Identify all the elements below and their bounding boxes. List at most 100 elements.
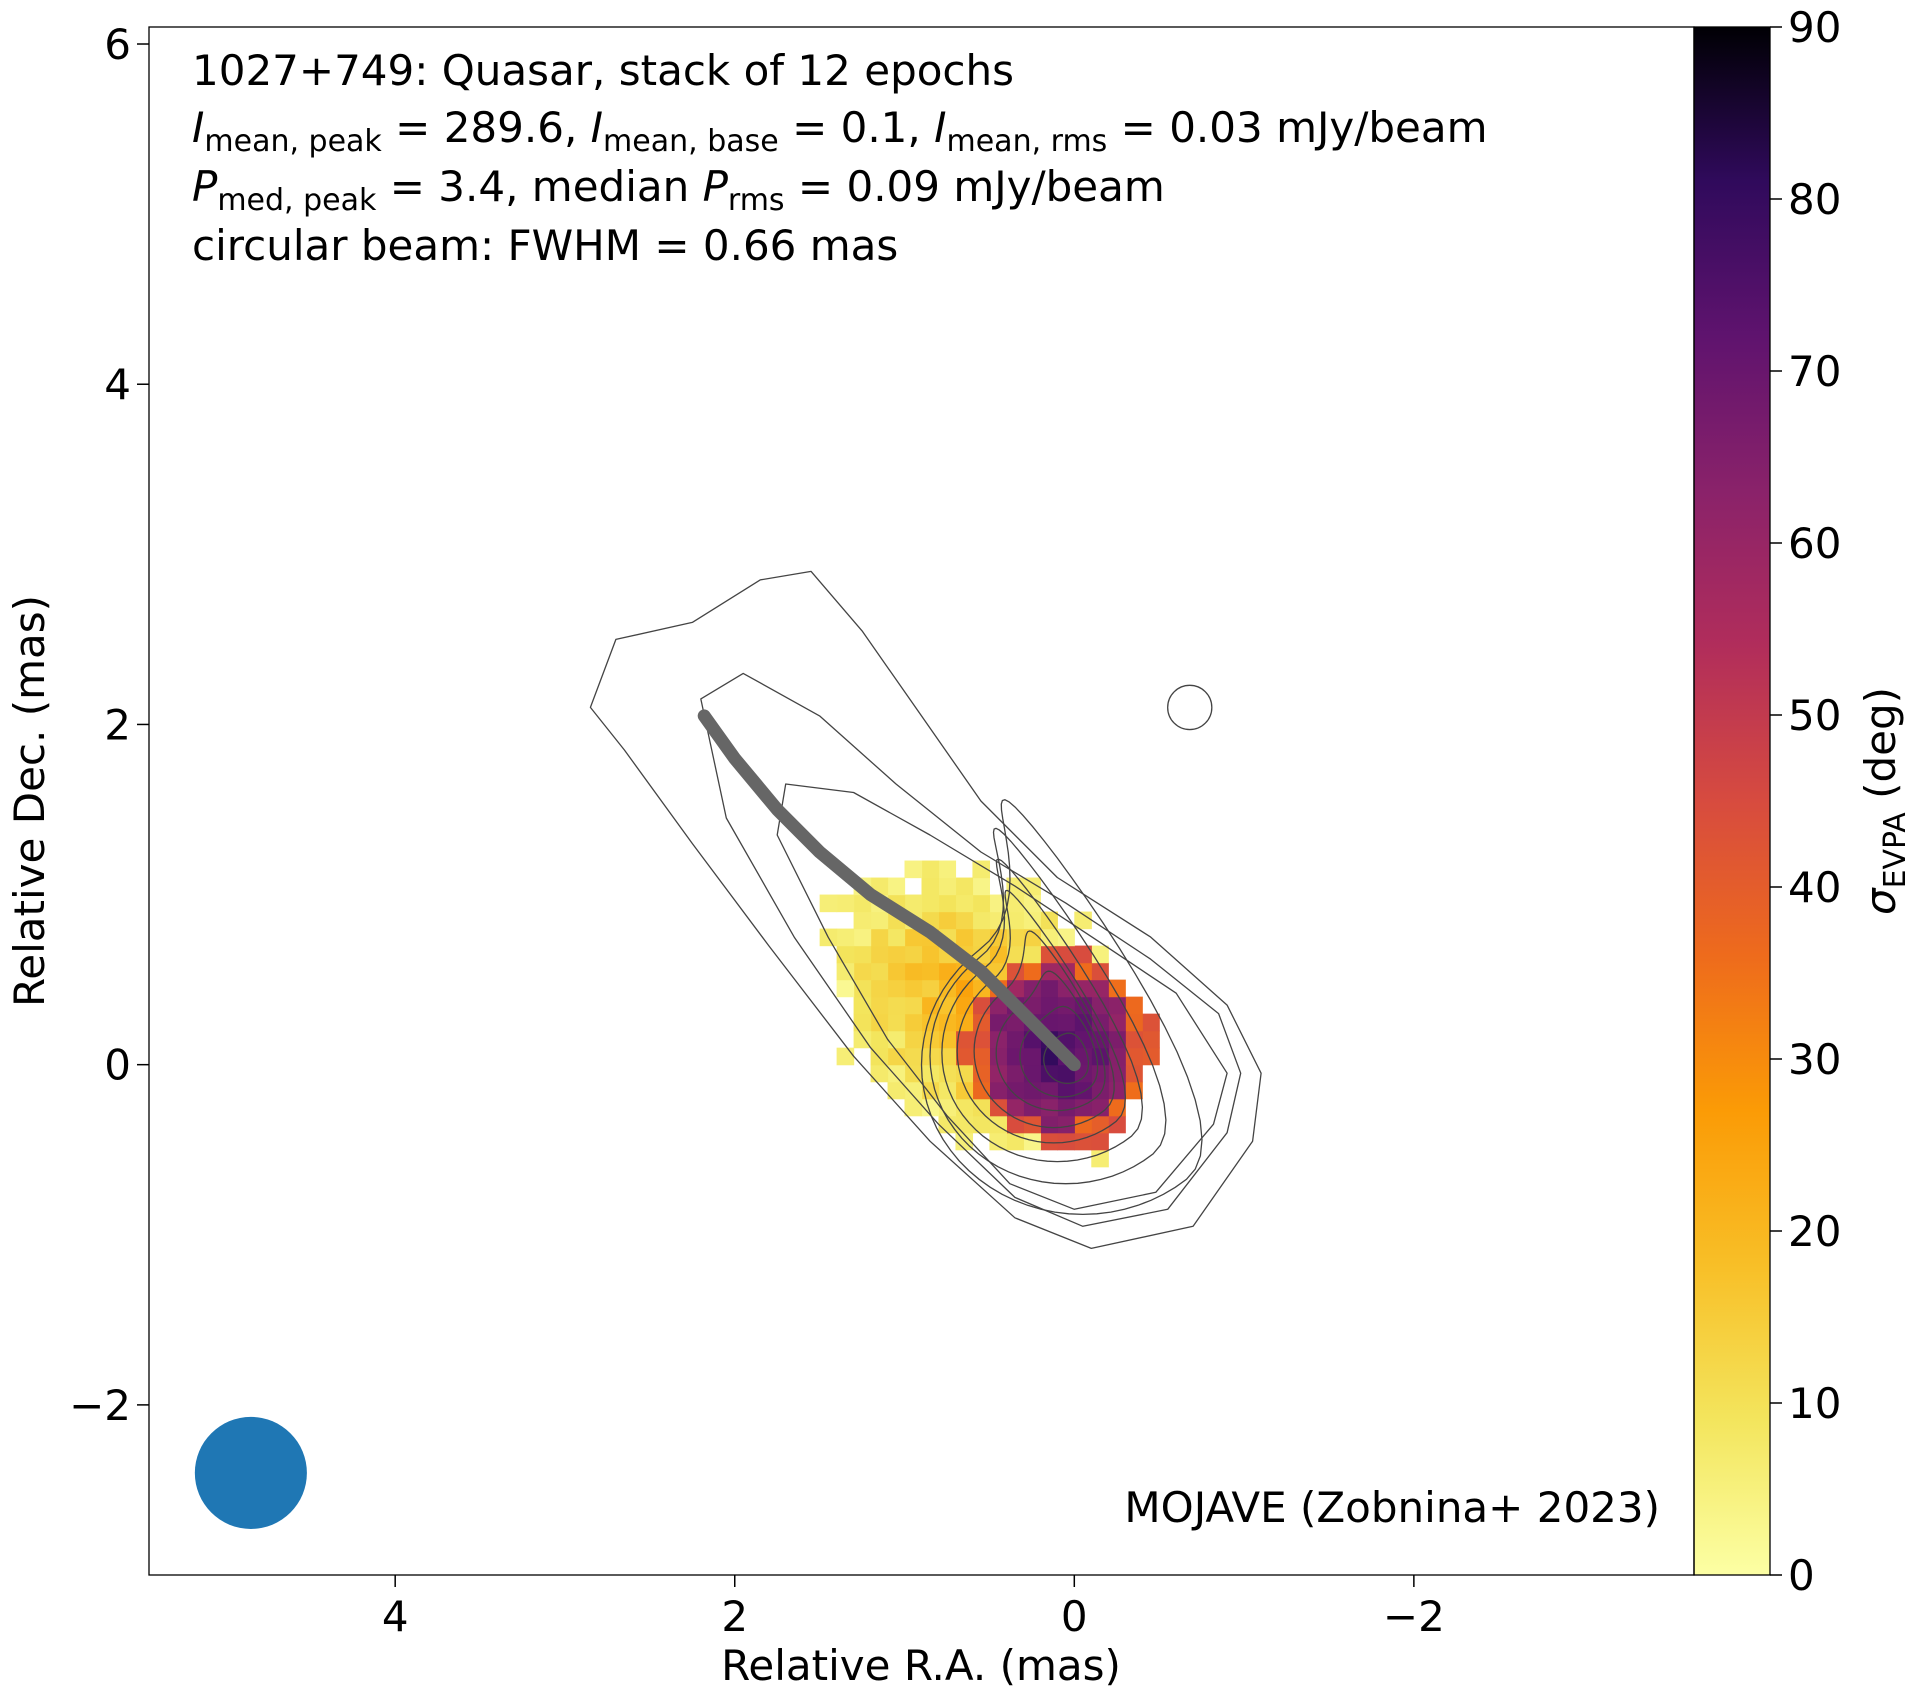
heatmap-pixel [921, 945, 940, 964]
heatmap-pixel [921, 1098, 940, 1117]
colorbar-tick-label: 90 [1788, 3, 1841, 52]
colorbar-ticks: 0 10 20 30 40 50 60 70 80 90 [1770, 3, 1841, 1600]
heatmap-pixel [1006, 962, 1024, 981]
heatmap-pixel [1091, 1115, 1109, 1134]
heatmap-pixel [1006, 1064, 1024, 1083]
heatmap-pixel [870, 1030, 889, 1049]
heatmap-pixel [1091, 1149, 1109, 1168]
heatmap-pixel [1023, 1081, 1041, 1100]
heatmap-pixel [1006, 1081, 1024, 1100]
heatmap-pixel [938, 962, 957, 981]
contour-outer [589, 570, 1262, 1250]
heatmap-pixel [836, 945, 855, 964]
title-line-4: circular beam: FWHM = 0.66 mas [192, 221, 898, 270]
heatmap-pixel [989, 1013, 1007, 1032]
heatmap-pixel [1023, 894, 1041, 913]
heatmap-pixel [1057, 1115, 1075, 1134]
contour-level [929, 827, 1167, 1185]
heatmap-pixel [836, 962, 855, 981]
heatmap-pixel [938, 877, 957, 896]
heatmap-pixel [972, 894, 991, 913]
heatmap-pixel [870, 945, 889, 964]
heatmap-pixel [972, 928, 991, 947]
heatmap-pixel [921, 860, 940, 879]
heatmap-pixel [1040, 945, 1058, 964]
heatmap-pixel [836, 1047, 855, 1066]
heatmap-pixel [1023, 962, 1041, 981]
heatmap-pixel [1074, 979, 1092, 998]
heatmap-pixel [853, 928, 872, 947]
heatmap-pixel [887, 1013, 906, 1032]
colorbar-tick-label: 30 [1788, 1035, 1841, 1084]
heatmap-pixel [853, 979, 872, 998]
heatmap-pixel [955, 1030, 974, 1049]
heatmap-pixel [1040, 1098, 1058, 1117]
heatmap-pixel [1125, 1030, 1143, 1049]
heatmap-pixel [1057, 1081, 1075, 1100]
heatmap-pixel [955, 1013, 974, 1032]
heatmap-pixel [1108, 979, 1126, 998]
heatmap-pixel [938, 911, 957, 930]
heatmap-pixel [904, 962, 923, 981]
ridgeline-path [697, 709, 1081, 1072]
heatmap-pixel [1091, 979, 1109, 998]
heatmap-pixel [1125, 1064, 1143, 1083]
axis-ticks: 4 2 0 −2 −2 0 2 4 6 [69, 20, 1445, 1641]
heatmap-pixel [1108, 1030, 1126, 1049]
contour-level [956, 889, 1127, 1144]
heatmap-pixel [1108, 1081, 1126, 1100]
heatmap-pixel [1091, 996, 1109, 1015]
heatmap-pixel [938, 894, 957, 913]
heatmap-pixel [921, 1081, 940, 1100]
heatmap-pixel [887, 962, 906, 981]
heatmap-pixel [887, 996, 906, 1015]
contour-level [920, 798, 1203, 1216]
x-tick-label: 0 [1061, 1592, 1088, 1641]
heatmap-pixel [870, 962, 889, 981]
heatmap-pixel [1040, 979, 1058, 998]
heatmap-pixel [1074, 1030, 1092, 1049]
x-tick-label: 2 [721, 1592, 748, 1641]
heatmap-pixel [887, 1081, 906, 1100]
heatmap-pixel [1057, 1098, 1075, 1117]
heatmap-pixel [972, 996, 991, 1015]
heatmap-pixel [1091, 1064, 1109, 1083]
colorbar-tick-label: 0 [1788, 1551, 1815, 1600]
heatmap-pixel [972, 1115, 991, 1134]
y-axis-label: Relative Dec. (mas) [5, 595, 54, 1007]
y-tick-label: 6 [104, 20, 131, 69]
y-tick-label: −2 [69, 1381, 131, 1430]
heatmap-pixel [904, 979, 923, 998]
heatmap-pixel [1023, 1132, 1041, 1151]
contour-outer [700, 672, 1242, 1227]
heatmap-pixel [989, 1132, 1007, 1151]
heatmap-pixel [972, 1064, 991, 1083]
title-line-3: Pmed, peak = 3.4, median Prms = 0.09 mJy… [192, 162, 1165, 218]
heatmap-pixel [870, 1064, 889, 1083]
heatmap-pixel [1074, 945, 1092, 964]
heatmap-pixel [853, 911, 872, 930]
heatmap-pixel [904, 1030, 923, 1049]
heatmap-pixel [1006, 1098, 1024, 1117]
heatmap-pixel [955, 877, 974, 896]
heatmap-pixel [938, 860, 957, 879]
x-tick-label: 4 [382, 1592, 409, 1641]
heatmap-pixel [1142, 1013, 1160, 1032]
heatmap-pixel [904, 928, 923, 947]
heatmap-pixel [1040, 1115, 1058, 1134]
heatmap-pixel [972, 1098, 991, 1117]
heatmap-pixel [853, 1030, 872, 1049]
heatmap-pixel [955, 1047, 974, 1066]
heatmap-pixel [1040, 928, 1058, 947]
heatmap-pixel [1125, 1081, 1143, 1100]
heatmap-pixel [870, 1013, 889, 1032]
heatmap-pixel [921, 894, 940, 913]
heatmap-pixel [972, 945, 991, 964]
heatmap-pixel [1023, 911, 1041, 930]
beam-ellipse-group [194, 1416, 307, 1529]
contour-level [1019, 1005, 1099, 1098]
heatmap-pixel [1057, 996, 1075, 1015]
heatmap-pixel [1006, 894, 1024, 913]
heatmap-pixel [1006, 1047, 1024, 1066]
heatmap-pixel [1125, 1047, 1143, 1066]
